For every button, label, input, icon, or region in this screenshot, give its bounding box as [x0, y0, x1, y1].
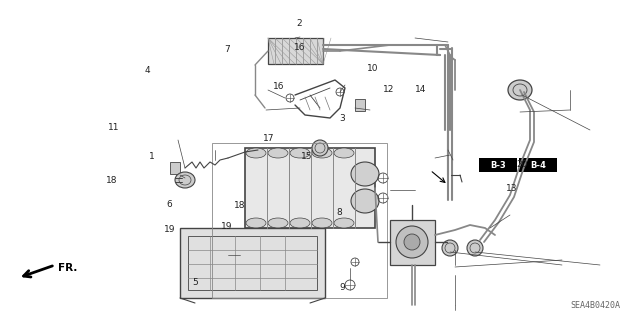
- Text: 3: 3: [340, 114, 345, 122]
- Ellipse shape: [334, 218, 354, 228]
- Ellipse shape: [268, 148, 288, 158]
- Text: 14: 14: [415, 85, 427, 94]
- Text: 12: 12: [383, 85, 395, 94]
- Ellipse shape: [351, 189, 379, 213]
- Ellipse shape: [290, 218, 310, 228]
- Text: FR.: FR.: [58, 263, 77, 273]
- Text: 7: 7: [225, 45, 230, 54]
- Text: 10: 10: [367, 64, 378, 73]
- Text: 9: 9: [340, 283, 345, 292]
- Ellipse shape: [467, 240, 483, 256]
- Ellipse shape: [396, 226, 428, 258]
- Ellipse shape: [175, 172, 195, 188]
- Ellipse shape: [290, 148, 310, 158]
- Text: 20: 20: [516, 160, 527, 169]
- Ellipse shape: [312, 148, 332, 158]
- Bar: [180, 228, 325, 298]
- Bar: [170, 162, 180, 174]
- Bar: [355, 99, 365, 111]
- Text: 4: 4: [145, 66, 150, 75]
- Ellipse shape: [334, 148, 354, 158]
- Bar: [188, 236, 317, 290]
- Ellipse shape: [246, 148, 266, 158]
- Text: 6: 6: [167, 200, 172, 209]
- Ellipse shape: [404, 234, 420, 250]
- Ellipse shape: [312, 140, 328, 156]
- Ellipse shape: [268, 218, 288, 228]
- Text: 17: 17: [263, 134, 275, 143]
- Text: 16: 16: [294, 43, 305, 52]
- Text: 11: 11: [108, 123, 120, 132]
- Text: SEA4B0420A: SEA4B0420A: [570, 300, 620, 309]
- Text: 15: 15: [301, 152, 313, 161]
- Bar: [519, 158, 557, 172]
- Text: 13: 13: [506, 184, 518, 193]
- Text: 16: 16: [273, 82, 284, 91]
- Ellipse shape: [312, 218, 332, 228]
- Bar: [268, 38, 323, 64]
- Bar: [245, 148, 375, 228]
- Text: B-4: B-4: [530, 161, 546, 170]
- Text: B-3: B-3: [490, 161, 506, 170]
- Ellipse shape: [246, 218, 266, 228]
- Bar: [212, 143, 387, 298]
- Text: 18: 18: [106, 176, 118, 185]
- Text: 1: 1: [150, 152, 155, 161]
- Bar: [479, 158, 517, 172]
- Text: 8: 8: [337, 208, 342, 217]
- Text: 5: 5: [193, 278, 198, 287]
- Ellipse shape: [351, 162, 379, 186]
- Bar: [390, 220, 435, 265]
- Ellipse shape: [442, 240, 458, 256]
- Text: 19: 19: [164, 225, 175, 234]
- Text: 19: 19: [221, 222, 233, 231]
- Ellipse shape: [508, 80, 532, 100]
- Text: 2: 2: [297, 19, 302, 28]
- Text: 18: 18: [234, 201, 246, 210]
